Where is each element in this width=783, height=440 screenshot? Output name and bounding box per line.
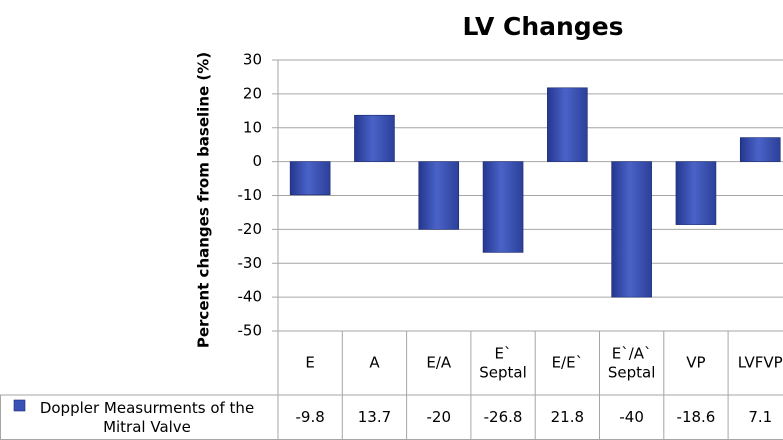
table-value: 13.7 [358,408,391,426]
bar [354,114,395,162]
bar [482,161,524,253]
bar [547,87,588,162]
x-tick-label: A [369,354,380,372]
legend-swatch [13,399,26,412]
bar [611,161,652,298]
y-tick-label: -10 [238,186,263,204]
y-tick-label: 0 [252,152,262,170]
x-tick-label: E` Septal [479,344,527,381]
y-axis-label: Percent changes from baseline (%) [195,52,213,348]
table-value: -18.6 [677,408,716,426]
y-tick-label: -20 [238,220,263,238]
x-tick-label: E/A [426,354,452,372]
table-value: -26.8 [484,408,523,426]
bar [739,137,781,162]
x-tick-label: E [305,354,314,372]
x-tick-label: E/E` [552,354,584,372]
table-value: 21.8 [551,408,584,426]
table-value: -20 [427,408,452,426]
y-tick-label: 30 [243,51,262,69]
table-value: -40 [619,408,644,426]
bar [289,161,331,196]
y-tick-label: -40 [238,288,263,306]
chart-title: LV Changes [462,12,623,41]
y-tick-label: 10 [243,118,262,136]
y-tick-label: -50 [238,322,263,340]
table-value: -9.8 [296,408,325,426]
y-tick-label: 20 [243,84,262,102]
x-tick-label: VP [686,354,705,372]
legend-label: Doppler Measurments of the Mitral Valve [40,399,254,436]
x-tick-label: E`/A` Septal [608,344,656,381]
table-value: 7.1 [748,408,772,426]
bar [418,161,460,230]
bar [675,161,717,225]
y-tick-label: -30 [238,254,263,272]
x-tick-label: LVFVP [738,354,783,372]
